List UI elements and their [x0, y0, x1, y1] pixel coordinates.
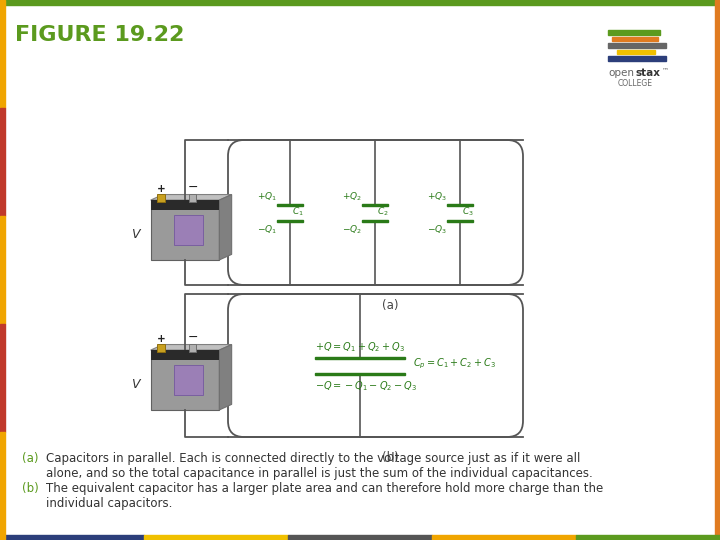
Bar [150, 350, 220, 360]
Bar [0, 535, 144, 540]
Bar [157, 194, 165, 202]
Polygon shape [220, 194, 232, 260]
Text: COLLEGE: COLLEGE [618, 78, 653, 87]
Text: (a): (a) [22, 452, 38, 465]
Text: $+Q_3$: $+Q_3$ [427, 191, 447, 203]
Text: (b): (b) [22, 482, 39, 495]
Bar [0, 0, 720, 5]
Text: stax: stax [636, 69, 661, 78]
Bar [144, 535, 288, 540]
Bar [0, 216, 5, 324]
Text: −: − [187, 331, 198, 344]
Text: open: open [608, 69, 634, 78]
Text: The equivalent capacitor has a larger plate area and can therefore hold more cha: The equivalent capacitor has a larger pl… [46, 482, 603, 510]
Bar [277, 220, 303, 222]
Bar [715, 0, 720, 540]
Bar [157, 344, 165, 352]
Bar [612, 37, 658, 41]
Bar [0, 108, 5, 216]
Text: $-Q_1$: $-Q_1$ [257, 224, 277, 237]
Text: $C_2$: $C_2$ [377, 206, 389, 218]
Bar [150, 200, 220, 210]
Text: FIGURE 19.22: FIGURE 19.22 [15, 25, 184, 45]
Bar [174, 215, 202, 245]
Bar [608, 43, 666, 48]
Text: $C_p = C_1 + C_2 + C_3$: $C_p = C_1 + C_2 + C_3$ [413, 357, 496, 371]
Text: $-Q = -Q_1 - Q_2 - Q_3$: $-Q = -Q_1 - Q_2 - Q_3$ [315, 379, 417, 393]
Bar [189, 344, 197, 352]
Text: −: − [187, 181, 198, 194]
Bar [150, 200, 220, 260]
Bar [288, 535, 432, 540]
Bar [617, 50, 655, 54]
Text: $+Q_1$: $+Q_1$ [257, 191, 277, 203]
Text: $-Q_3$: $-Q_3$ [427, 224, 447, 237]
Bar [315, 357, 405, 359]
Bar [447, 204, 473, 206]
Bar [608, 56, 666, 60]
Text: $+Q_2$: $+Q_2$ [342, 191, 362, 203]
Bar [150, 350, 220, 410]
Bar [432, 535, 576, 540]
Text: $C_3$: $C_3$ [462, 206, 474, 218]
Bar [576, 535, 720, 540]
Text: V: V [131, 379, 139, 392]
Bar [608, 30, 660, 35]
Text: $C_1$: $C_1$ [292, 206, 304, 218]
Bar [362, 220, 388, 222]
Text: +: + [156, 184, 165, 194]
Bar [447, 220, 473, 222]
Text: Capacitors in parallel. Each is connected directly to the voltage source just as: Capacitors in parallel. Each is connecte… [46, 452, 593, 480]
Text: $-Q_2$: $-Q_2$ [342, 224, 362, 237]
Bar [0, 432, 5, 540]
Text: $+Q = Q_1 + Q_2 + Q_3$: $+Q = Q_1 + Q_2 + Q_3$ [315, 340, 405, 354]
Text: V: V [131, 228, 139, 241]
Text: +: + [156, 334, 165, 344]
Text: (a): (a) [382, 299, 398, 312]
Polygon shape [220, 345, 232, 410]
Text: (b): (b) [382, 451, 398, 464]
Bar [174, 365, 202, 395]
Bar [362, 204, 388, 206]
Bar [0, 0, 5, 108]
Bar [189, 194, 197, 202]
Bar [277, 204, 303, 206]
Bar [315, 373, 405, 375]
Bar [0, 324, 5, 432]
Polygon shape [150, 194, 232, 200]
Polygon shape [150, 345, 232, 350]
Text: ™: ™ [662, 68, 669, 73]
